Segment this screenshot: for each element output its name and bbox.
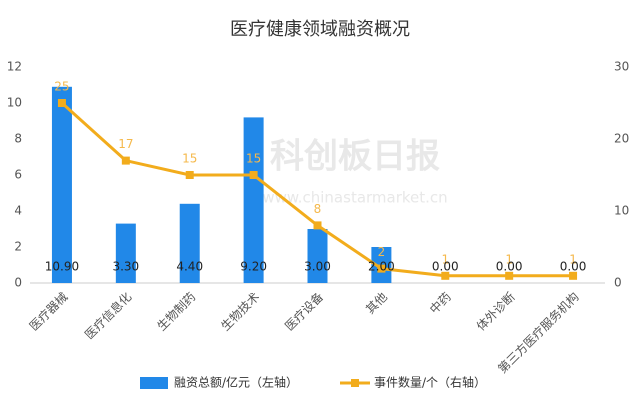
bar (179, 203, 200, 283)
legend-label: 融资总额/亿元（左轴） (174, 375, 298, 390)
y2-tick-label: 10 (614, 204, 629, 218)
line-value-label: 15 (246, 152, 261, 166)
line-point (569, 271, 578, 280)
line-value-label: 1 (441, 252, 449, 266)
line-point (313, 221, 322, 230)
y2-tick-label: 20 (614, 132, 629, 146)
watermark: 科创板日报 (270, 137, 440, 177)
line-point (57, 99, 66, 107)
line-value-label: 2 (378, 245, 386, 259)
bar-value-label: 9.20 (240, 260, 267, 274)
y-tick-label: 6 (14, 168, 22, 182)
line-point (377, 264, 386, 273)
bar-value-label: 3.30 (112, 260, 139, 274)
bar (51, 86, 72, 283)
line-point (121, 156, 130, 165)
line-value-label: 25 (54, 80, 69, 94)
y-tick-label: 4 (14, 204, 22, 218)
x-tick-label: 生物技术 (218, 290, 262, 334)
bar-value-label: 2.00 (368, 260, 395, 274)
y-tick-label: 0 (14, 276, 22, 290)
legend-swatch (351, 379, 359, 387)
bar-value-label: 10.90 (45, 260, 79, 274)
bar-value-label: 4.40 (176, 260, 203, 274)
chart-title: 医疗健康领域融资概况 (230, 19, 410, 40)
bar (115, 223, 136, 283)
x-tick-label: 生物制药 (154, 290, 198, 334)
bar-value-label: 0.00 (560, 260, 587, 274)
x-tick-label: 医疗器械 (26, 289, 71, 334)
line-value-label: 1 (569, 252, 577, 266)
bar-value-label: 0.00 (496, 260, 523, 274)
x-tick-label: 医疗信息化 (81, 289, 134, 342)
line-value-label: 8 (314, 202, 322, 216)
y-tick-label: 10 (7, 96, 22, 110)
x-tick-label: 其他 (363, 290, 390, 317)
watermark-url: www.chinastarmarket.cn (262, 189, 447, 207)
line-point (505, 271, 514, 280)
y-tick-label: 12 (7, 60, 22, 74)
line-point (185, 171, 194, 179)
line-value-label: 17 (118, 137, 133, 151)
y2-tick-label: 30 (614, 60, 629, 74)
bar (307, 229, 328, 283)
y2-tick-label: 0 (614, 276, 622, 290)
line-value-label: 1 (505, 252, 513, 266)
bar (243, 117, 264, 284)
line-value-label: 15 (182, 152, 197, 166)
x-tick-label: 中药 (426, 289, 454, 317)
x-tick-label: 体外诊断 (473, 289, 518, 334)
y-tick-label: 8 (14, 132, 22, 146)
x-tick-label: 医疗设备 (282, 290, 326, 334)
legend-swatch (140, 377, 168, 389)
line-point (441, 271, 450, 280)
bar-value-label: 3.00 (304, 260, 331, 274)
y-tick-label: 2 (14, 240, 22, 254)
line-point (249, 171, 258, 179)
bar-value-label: 0.00 (432, 260, 459, 274)
legend-label: 事件数量/个（右轴） (374, 375, 486, 390)
